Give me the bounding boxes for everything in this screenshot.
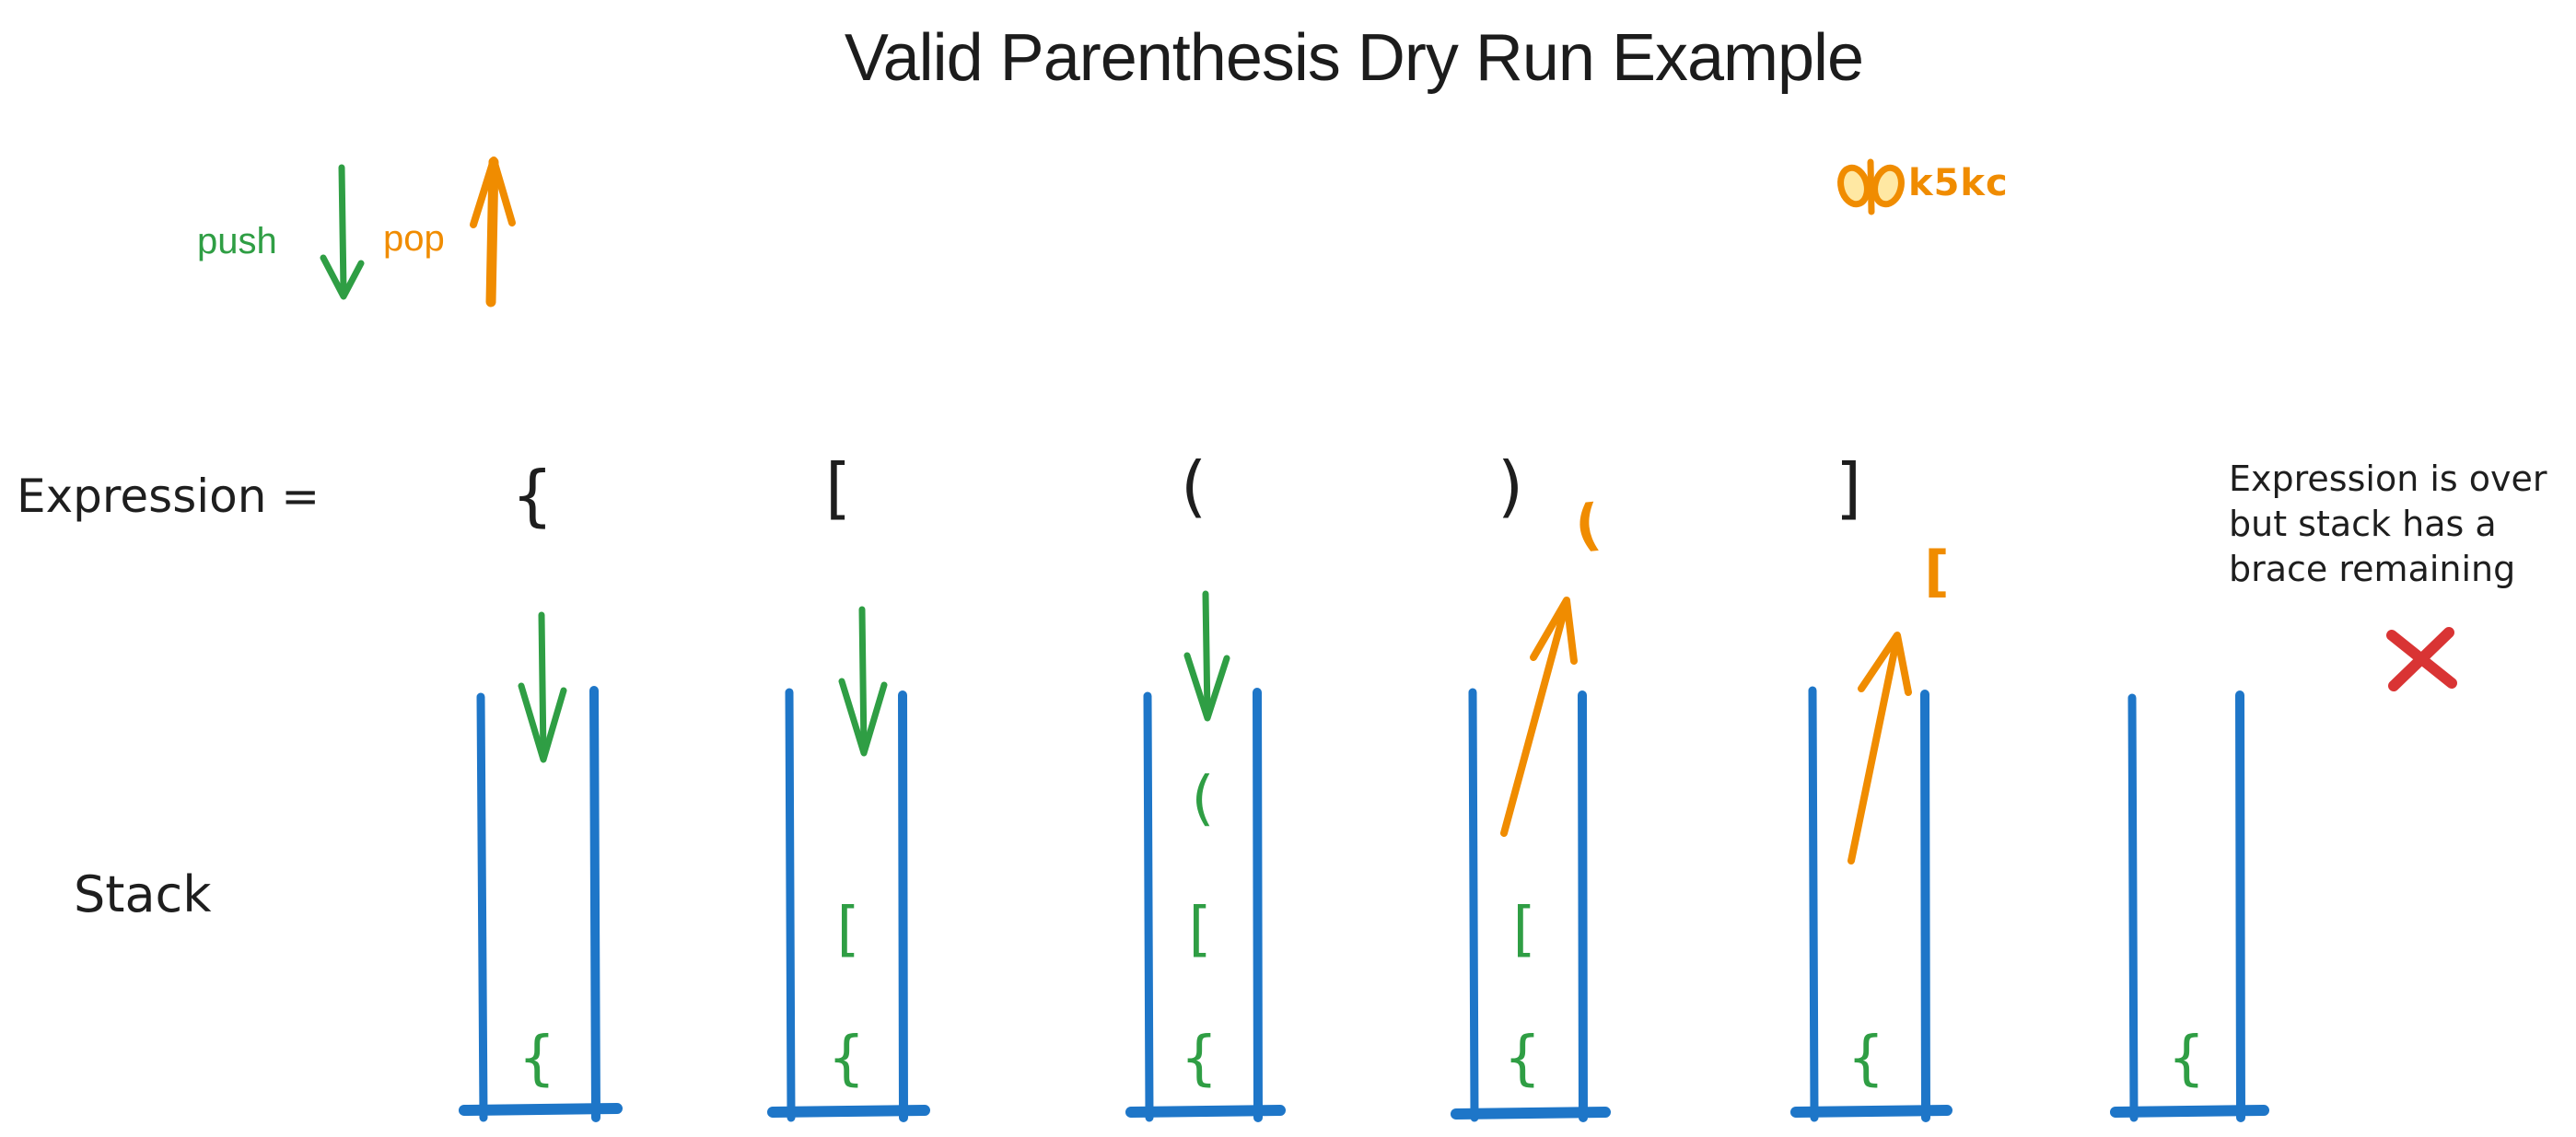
red-x-icon bbox=[2386, 627, 2457, 691]
expression-label: Expression = bbox=[17, 470, 321, 523]
expression-token-open-paren: ( bbox=[1180, 447, 1207, 525]
popped-token-bracket: [ bbox=[1924, 539, 1950, 604]
push-arrow-shaft bbox=[338, 164, 347, 295]
expression-token-open-brace: { bbox=[511, 457, 554, 534]
stack-container-5 bbox=[1790, 686, 1952, 1122]
butterfly-icon bbox=[1837, 158, 1905, 215]
expression-token-close-bracket: ] bbox=[1835, 449, 1862, 527]
stack-item: [ bbox=[1512, 896, 1536, 964]
stack-container-2 bbox=[767, 688, 930, 1122]
diagram-title: Valid Parenthesis Dry Run Example bbox=[844, 21, 1864, 95]
stack-item: ( bbox=[1191, 765, 1215, 833]
expression-token-close-paren: ) bbox=[1497, 447, 1524, 525]
stack-item: { bbox=[827, 1025, 866, 1093]
watermark-label: k5kc bbox=[1908, 162, 2009, 204]
result-note: Expression is over but stack has a brace… bbox=[2229, 457, 2547, 592]
push-arrow-icon bbox=[320, 164, 365, 300]
butterfly-left-wing bbox=[1837, 164, 1871, 208]
stack-container-6 bbox=[2110, 690, 2269, 1122]
pop-legend-label: pop bbox=[383, 218, 445, 259]
pop-arrow-head bbox=[470, 157, 516, 228]
result-note-line-3: brace remaining bbox=[2229, 549, 2516, 589]
stack-container-4 bbox=[1451, 688, 1611, 1122]
stack-container-1 bbox=[459, 686, 623, 1122]
result-note-line-2: but stack has a bbox=[2229, 504, 2497, 544]
stack-item: { bbox=[1503, 1025, 1542, 1093]
stack-section-label: Stack bbox=[74, 865, 212, 923]
result-note-line-1: Expression is over bbox=[2229, 458, 2547, 499]
stack-item: [ bbox=[836, 896, 860, 964]
stack-item: { bbox=[2167, 1025, 2206, 1093]
pop-arrow-stack-5 bbox=[1847, 632, 1912, 864]
push-arrow-head bbox=[320, 254, 365, 300]
stack-item: { bbox=[518, 1025, 556, 1093]
stack-item: [ bbox=[1188, 896, 1212, 964]
push-arrow-stack-2 bbox=[838, 606, 888, 757]
expression-token-open-bracket: [ bbox=[824, 449, 852, 527]
pop-arrow-shaft bbox=[485, 157, 499, 307]
pop-arrow-stack-4 bbox=[1500, 597, 1578, 837]
stack-item: { bbox=[1847, 1025, 1885, 1093]
pop-arrow-icon bbox=[470, 157, 516, 307]
stack-item: { bbox=[1180, 1025, 1218, 1093]
push-arrow-stack-3 bbox=[1183, 590, 1230, 722]
push-arrow-stack-1 bbox=[518, 611, 567, 763]
butterfly-right-wing bbox=[1871, 164, 1905, 208]
push-legend-label: push bbox=[197, 221, 277, 261]
stack-container-3 bbox=[1125, 688, 1286, 1122]
